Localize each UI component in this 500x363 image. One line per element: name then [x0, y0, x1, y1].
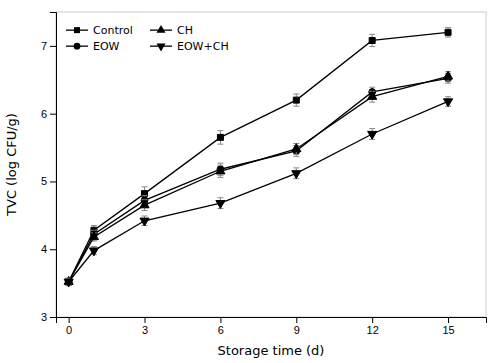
y-tick: 7 — [41, 40, 56, 52]
legend-label: EOW+CH — [177, 40, 229, 53]
y-tick: 5 — [41, 175, 56, 187]
x-tick-mark — [372, 317, 373, 323]
y-tick: 3 — [41, 311, 56, 323]
x-tick-label: 15 — [442, 324, 454, 336]
y-axis-title: TVC (log CFU/g) — [4, 113, 19, 217]
x-axis-title: Storage time (d) — [218, 343, 325, 358]
marker — [216, 201, 225, 209]
y-tick-mark — [50, 114, 56, 115]
x-tick-mark — [145, 317, 146, 323]
legend-marker — [156, 25, 165, 33]
marker — [89, 248, 98, 256]
marker — [445, 29, 451, 35]
x-tick-mark — [448, 317, 449, 323]
x-tick-label: 9 — [294, 324, 300, 336]
legend-item: Control — [66, 24, 133, 37]
marker — [140, 200, 149, 208]
x-tick: 0 — [66, 317, 72, 336]
x-tick-mark — [69, 317, 70, 323]
series — [64, 71, 453, 285]
series — [66, 28, 451, 286]
y-tick: 6 — [41, 108, 56, 120]
x-tick: 6 — [218, 317, 224, 336]
legend-label: CH — [177, 24, 193, 37]
marker — [216, 166, 225, 174]
marker — [217, 134, 223, 140]
legend-marker — [74, 27, 80, 33]
x-tick-label: 12 — [367, 324, 379, 336]
y-axis-line — [50, 13, 57, 318]
marker — [292, 144, 301, 152]
x-tick: 3 — [142, 317, 148, 336]
x-tick-label: 3 — [142, 324, 148, 336]
legend-label: Control — [93, 24, 133, 37]
legend-item: CH — [150, 24, 193, 37]
marker — [140, 218, 149, 226]
legend-item: EOW+CH — [150, 40, 229, 53]
y-tick: 4 — [41, 243, 56, 255]
marker — [293, 97, 299, 103]
marker — [443, 71, 452, 79]
marker — [292, 171, 301, 179]
marker — [443, 99, 452, 107]
error-bar — [445, 28, 451, 37]
y-tick-mark — [50, 181, 56, 182]
y-tick-label: 7 — [41, 40, 47, 52]
x-axis-line — [57, 318, 487, 324]
series-line — [69, 76, 448, 281]
series-line — [69, 32, 448, 281]
y-tick-label: 3 — [41, 311, 47, 323]
series — [64, 97, 453, 287]
x-tick-mark — [220, 317, 221, 323]
marker — [89, 232, 98, 240]
chart: 0 3 6 9 12 15 3 4 5 6 7 Control EOW CH EOW+CH Storage t… — [0, 0, 500, 363]
plot-frame — [56, 12, 486, 317]
y-axis: 3 4 5 6 7 — [41, 13, 57, 324]
legend: Control EOW CH EOW+CH — [66, 24, 229, 53]
marker — [369, 37, 375, 43]
x-tick-label: 0 — [66, 324, 72, 336]
x-axis: 0 3 6 9 12 15 — [57, 317, 487, 336]
y-tick-mark — [50, 249, 56, 250]
y-tick-mark — [50, 46, 56, 47]
legend-label: EOW — [93, 40, 120, 53]
error-bar — [293, 94, 299, 106]
error-bar — [217, 131, 223, 145]
x-tick: 12 — [367, 317, 379, 336]
y-tick-label: 5 — [41, 175, 47, 187]
plot: 0 3 6 9 12 15 3 4 5 6 7 Control EOW CH EOW+CH — [41, 12, 487, 336]
x-tick-mark — [296, 317, 297, 323]
marker — [64, 279, 73, 287]
series-line — [69, 101, 448, 281]
x-tick: 9 — [294, 317, 300, 336]
y-tick-mark — [50, 317, 56, 318]
y-tick-label: 4 — [41, 243, 47, 255]
legend-item: EOW — [66, 40, 120, 53]
legend-marker — [156, 44, 165, 52]
marker — [368, 131, 377, 139]
y-tick-label: 6 — [41, 108, 47, 120]
series-line — [69, 78, 448, 281]
x-tick: 15 — [442, 317, 454, 336]
legend-marker — [74, 43, 81, 50]
x-tick-label: 6 — [218, 324, 224, 336]
series — [65, 74, 451, 285]
error-bar — [369, 34, 375, 46]
marks — [64, 28, 453, 287]
marker — [368, 91, 377, 99]
